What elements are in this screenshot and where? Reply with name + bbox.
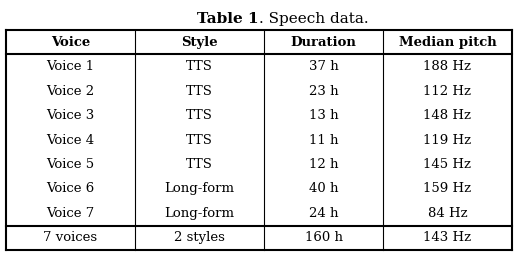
Text: 37 h: 37 h [309, 60, 338, 73]
Text: 84 Hz: 84 Hz [428, 207, 467, 220]
Text: 160 h: 160 h [305, 231, 342, 244]
Text: Table 1: Table 1 [197, 12, 259, 26]
Text: 148 Hz: 148 Hz [424, 109, 471, 122]
Text: Voice 1: Voice 1 [47, 60, 95, 73]
Text: 2 styles: 2 styles [174, 231, 225, 244]
Text: Style: Style [181, 36, 218, 49]
Text: TTS: TTS [186, 133, 213, 146]
Text: Long-form: Long-form [165, 207, 235, 220]
Text: TTS: TTS [186, 158, 213, 171]
Text: Voice 4: Voice 4 [47, 133, 95, 146]
Text: 23 h: 23 h [309, 85, 338, 98]
Text: 24 h: 24 h [309, 207, 338, 220]
Text: Voice: Voice [51, 36, 90, 49]
Text: TTS: TTS [186, 109, 213, 122]
Text: Voice 2: Voice 2 [47, 85, 95, 98]
Text: 143 Hz: 143 Hz [423, 231, 471, 244]
Text: Voice 7: Voice 7 [47, 207, 95, 220]
Text: TTS: TTS [186, 60, 213, 73]
Text: 12 h: 12 h [309, 158, 338, 171]
Text: 13 h: 13 h [309, 109, 338, 122]
Text: 7 voices: 7 voices [44, 231, 97, 244]
Text: Voice 5: Voice 5 [47, 158, 95, 171]
Text: 11 h: 11 h [309, 133, 338, 146]
Text: . Speech data.: . Speech data. [259, 12, 369, 26]
Text: 119 Hz: 119 Hz [423, 133, 471, 146]
Text: TTS: TTS [186, 85, 213, 98]
Text: 145 Hz: 145 Hz [424, 158, 471, 171]
Text: Median pitch: Median pitch [399, 36, 496, 49]
Text: Long-form: Long-form [165, 182, 235, 195]
Text: 159 Hz: 159 Hz [423, 182, 471, 195]
Text: Voice 6: Voice 6 [47, 182, 95, 195]
Text: 188 Hz: 188 Hz [424, 60, 471, 73]
Text: 40 h: 40 h [309, 182, 338, 195]
Text: Voice 3: Voice 3 [47, 109, 95, 122]
Text: 112 Hz: 112 Hz [424, 85, 471, 98]
Text: Duration: Duration [291, 36, 356, 49]
